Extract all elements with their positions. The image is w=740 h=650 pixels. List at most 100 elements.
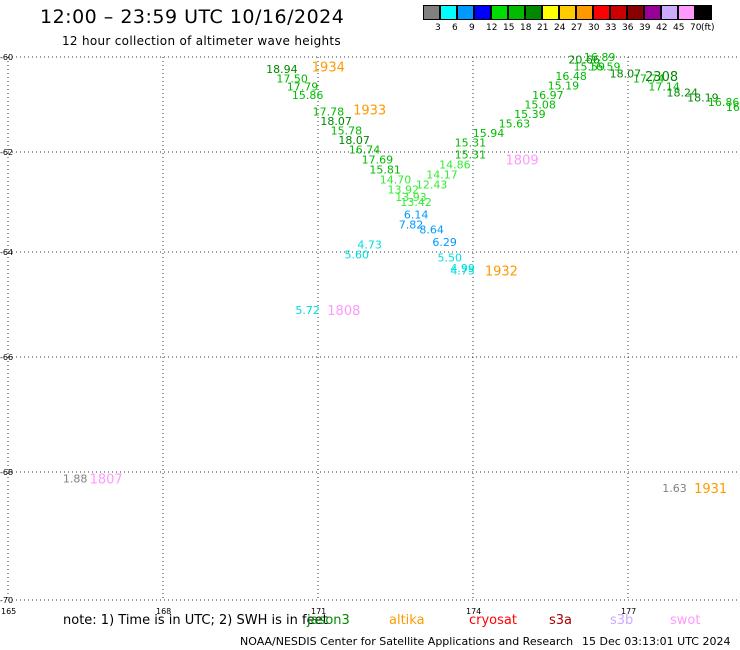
color-legend-tick-label: 24 [554, 23, 566, 33]
pass-id-label: 2308 [645, 70, 678, 85]
wave-height-label: 15.81 [369, 164, 401, 177]
pass-id-label: 1807 [90, 472, 123, 487]
color-legend-swatch [610, 5, 627, 20]
color-legend-unit: (ft) [701, 23, 715, 33]
color-legend-tick-label: 42 [656, 23, 668, 33]
legend-sat-3: cryosat [469, 613, 517, 628]
wave-height-label: 13.42 [400, 196, 432, 209]
x-tick-label: 174 [466, 607, 481, 616]
wave-height-label: 4.75 [450, 264, 475, 277]
wave-height-label: 17.74 [633, 72, 665, 85]
chart-title: 12:00 – 23:59 UTC 10/16/2024 [40, 6, 345, 28]
color-legend-tick-label: 6 [452, 23, 458, 33]
wave-height-label: 18.19 [687, 91, 719, 104]
color-legend-tick-label: 45 [673, 23, 685, 33]
wave-height-label: 16.89 [584, 51, 616, 64]
wave-height-label: 18.07 [338, 134, 370, 147]
color-legend-tick-label: 15 [503, 23, 515, 33]
pass-id-labels: 1934193318091932180818071931230718102308 [90, 61, 728, 498]
color-legend-swatch [457, 5, 474, 20]
wave-height-label: 18.07 [610, 68, 642, 81]
pass-id-label: 1931 [694, 482, 727, 497]
grid [7, 56, 738, 601]
color-legend-tick-label: 3 [435, 23, 441, 33]
wave-height-label: 15.08 [524, 99, 556, 112]
x-tick-label: 177 [621, 607, 636, 616]
wave-height-label: 1.63 [662, 482, 687, 495]
color-legend-swatch [627, 5, 644, 20]
wave-height-label: 1.88 [63, 472, 88, 485]
wave-height-label: 14.86 [439, 159, 471, 172]
wave-height-label: 16.48 [555, 70, 587, 83]
color-legend-tick-label: 12 [486, 23, 498, 33]
wave-height-label: 5.50 [438, 251, 463, 264]
color-legend-tick-label: 9 [469, 23, 475, 33]
wave-height-label: 18.24 [667, 87, 699, 100]
y-tick-label: -70 [0, 596, 13, 605]
pass-id-label: 1808 [327, 304, 360, 319]
wave-height-label: 17.50 [276, 72, 308, 85]
wave-height-label: 20.66 [568, 53, 600, 66]
wave-height-label: 13.93 [395, 191, 427, 204]
wave-height-label: 15.39 [514, 108, 546, 121]
wave-height-label: 16.97 [532, 89, 564, 102]
wave-height-label: 17.69 [362, 154, 394, 167]
legend-sat-4: s3a [549, 613, 573, 628]
pass-id-label: 1932 [485, 264, 518, 279]
wave-height-label: 15.86 [292, 89, 324, 102]
wave-height-label: 15.94 [473, 127, 505, 140]
color-legend-swatch [474, 5, 491, 20]
color-legend-swatch [559, 5, 576, 20]
y-tick-label: -66 [0, 353, 13, 362]
wave-height-label: 17.79 [287, 80, 319, 93]
color-legend-swatch [678, 5, 695, 20]
footer-note: note: 1) Time is in UTC; 2) SWH is in fe… [63, 613, 328, 628]
color-legend-swatch [644, 5, 661, 20]
wave-height-label: 15.31 [455, 137, 487, 150]
wave-height-label: 16.74 [349, 144, 381, 157]
wave-height-label: 5.72 [295, 304, 320, 317]
wave-height-label: 8.64 [419, 224, 444, 237]
color-legend-swatch [576, 5, 593, 20]
pass-id-label: 1809 [506, 154, 539, 169]
color-legend-swatch [593, 5, 610, 20]
wave-height-label: 14.70 [380, 174, 412, 187]
color-legend-swatch [508, 5, 525, 20]
color-legend-tick-label: 18 [520, 23, 532, 33]
wave-height-label: 14.17 [426, 169, 458, 182]
y-tick-label: -64 [0, 248, 13, 257]
color-legend-tick-label: 39 [639, 23, 651, 33]
color-legend-swatch [423, 5, 440, 20]
wave-height-label: 17.14 [648, 80, 680, 93]
wave-height-label: 15.19 [548, 80, 580, 93]
pass-id-label: 1934 [312, 61, 345, 76]
color-legend-tick-label: 36 [622, 23, 634, 33]
y-tick-label: -62 [0, 148, 13, 157]
wave-height-label: 12.43 [416, 179, 448, 192]
color-legend-swatch [525, 5, 542, 20]
y-tick-label: -68 [0, 468, 13, 477]
wave-height-label: 13.92 [388, 184, 420, 197]
color-legend-tick-label: 21 [537, 23, 549, 33]
color-legend-tick-label: 33 [605, 23, 617, 33]
credit-text: NOAA/NESDIS Center for Satellite Applica… [240, 635, 574, 648]
x-tick-label: 171 [311, 607, 326, 616]
wave-height-label: 5.60 [345, 249, 370, 262]
wave-height-label: 4.73 [357, 239, 382, 252]
wave-height-labels: 18.9417.5017.7915.8617.7818.0715.7818.07… [63, 51, 740, 495]
wave-height-label: 6.29 [432, 236, 457, 249]
wave-height-label: 15.63 [499, 118, 531, 131]
wave-height-label: 7.82 [399, 219, 424, 232]
color-legend-tick-label: 30 [588, 23, 600, 33]
wave-height-label: 16.59 [589, 61, 621, 74]
wave-height-label: 18.07 [320, 115, 352, 128]
color-legend-swatch [491, 5, 508, 20]
color-legend-swatch [440, 5, 457, 20]
legend-sat-6: swot [670, 613, 701, 628]
color-legend-swatch [661, 5, 678, 20]
legend-sat-5: s3b [610, 613, 634, 628]
wave-height-label: 16.86 [708, 96, 740, 109]
color-legend-swatch [542, 5, 559, 20]
chart-subtitle: 12 hour collection of altimeter wave hei… [62, 34, 341, 48]
